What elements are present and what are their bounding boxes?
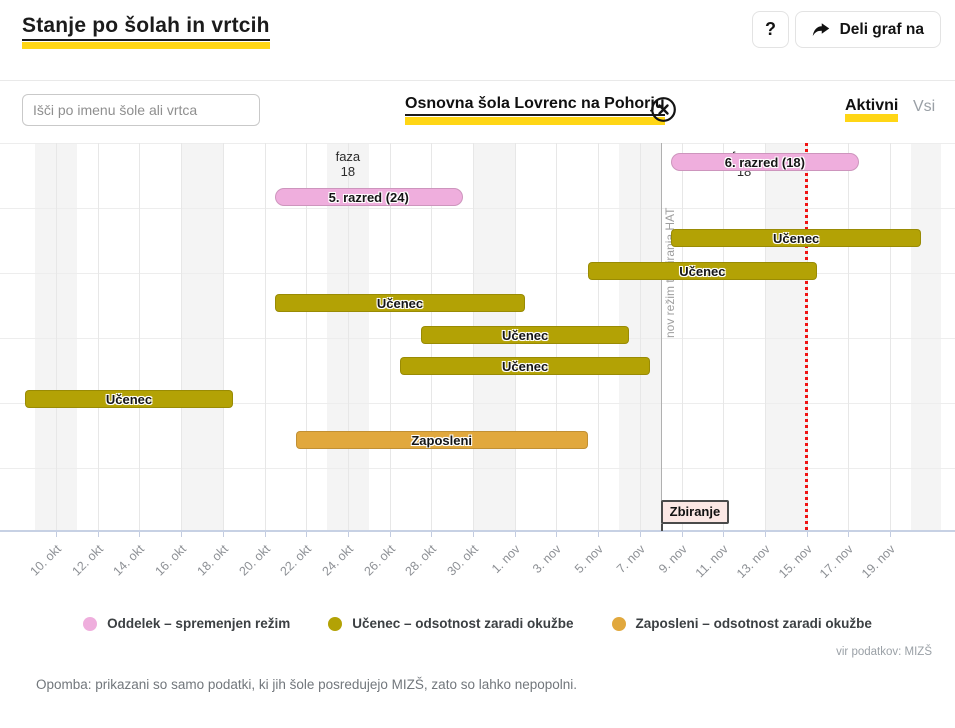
flag-zbiranje: Zbiranje bbox=[660, 500, 730, 524]
v-gridline bbox=[306, 143, 308, 530]
weekend-band bbox=[910, 143, 941, 530]
selected-school-underline bbox=[405, 117, 665, 125]
axis-tick bbox=[181, 531, 183, 537]
search-input[interactable] bbox=[22, 94, 260, 126]
axis-tick bbox=[723, 531, 725, 537]
share-icon bbox=[812, 22, 830, 38]
share-button-label: Deli graf na bbox=[839, 20, 924, 38]
gantt-bar[interactable]: Učenec bbox=[24, 390, 234, 408]
weekend-band bbox=[181, 143, 223, 530]
selected-school-chip: Osnovna šola Lovrenc na Pohorju bbox=[405, 95, 665, 125]
tab-aktivni-label: Aktivni bbox=[845, 97, 899, 114]
gantt-bar[interactable]: Zaposleni bbox=[295, 431, 588, 449]
remove-school-button[interactable] bbox=[650, 96, 677, 123]
flag-pole bbox=[660, 524, 663, 531]
axis-tick bbox=[890, 531, 891, 537]
axis-tick bbox=[264, 531, 266, 537]
share-button[interactable]: Deli graf na bbox=[794, 11, 941, 48]
page-title: Stanje po šolah in vrtcih bbox=[22, 14, 270, 41]
close-icon bbox=[650, 96, 677, 123]
v-gridline bbox=[723, 143, 725, 530]
tab-aktivni-underline bbox=[845, 114, 899, 122]
legend-item-ucenec[interactable]: Učenec – odsotnost zaradi okužbe bbox=[328, 616, 574, 631]
v-gridline bbox=[639, 143, 641, 530]
gantt-bar[interactable]: 5. razred (24) bbox=[274, 188, 463, 206]
selected-school-label: Osnovna šola Lovrenc na Pohorju bbox=[405, 95, 665, 116]
gantt-bar[interactable]: Učenec bbox=[274, 294, 526, 312]
header-divider bbox=[0, 80, 955, 81]
axis-tick bbox=[681, 531, 683, 537]
legend-dot-zaposleni-icon bbox=[611, 616, 626, 631]
h-gridline bbox=[0, 468, 955, 469]
data-source: vir podatkov: MIZŠ bbox=[836, 646, 932, 658]
axis-tick bbox=[556, 531, 558, 537]
v-gridline bbox=[97, 143, 99, 530]
h-gridline bbox=[0, 208, 955, 209]
axis-tick bbox=[514, 531, 516, 537]
milestone-line bbox=[660, 143, 663, 530]
v-gridline bbox=[139, 143, 141, 530]
chart-legend: Oddelek – spremenjen režim Učenec – odso… bbox=[0, 616, 955, 631]
v-gridline bbox=[389, 143, 391, 530]
axis-tick bbox=[764, 531, 766, 537]
weekend-band bbox=[764, 143, 807, 530]
axis-tick bbox=[639, 531, 641, 537]
tab-aktivni[interactable]: Aktivni bbox=[845, 97, 899, 122]
v-gridline bbox=[347, 143, 349, 530]
gantt-bar[interactable]: 6. razred (18) bbox=[671, 153, 859, 171]
axis-tick bbox=[473, 531, 474, 537]
weekend-band bbox=[35, 143, 77, 530]
v-gridline bbox=[848, 143, 850, 530]
legend-item-oddelek[interactable]: Oddelek – spremenjen režim bbox=[83, 616, 290, 631]
axis-tick bbox=[806, 531, 808, 537]
legend-label-ucenec: Učenec – odsotnost zaradi okužbe bbox=[352, 616, 574, 631]
axis-tick bbox=[598, 531, 600, 537]
axis-tick bbox=[139, 531, 141, 537]
gantt-bar[interactable]: Učenec bbox=[671, 229, 922, 247]
footnote: Opomba: prikazani so samo podatki, ki ji… bbox=[36, 677, 578, 692]
v-gridline bbox=[681, 143, 683, 530]
h-gridline bbox=[0, 143, 955, 144]
gantt-bar[interactable]: Učenec bbox=[420, 326, 630, 344]
help-button[interactable]: ? bbox=[752, 11, 789, 48]
x-axis-line bbox=[0, 530, 955, 532]
axis-tick bbox=[222, 531, 224, 537]
v-gridline bbox=[222, 143, 224, 530]
h-gridline bbox=[0, 273, 955, 274]
legend-dot-oddelek-icon bbox=[83, 616, 98, 631]
gantt-chart: 10. okt 12. okt 14. okt 16. okt 18. okt 20. o… bbox=[0, 143, 955, 603]
legend-item-zaposleni[interactable]: Zaposleni – odsotnost zaradi okužbe bbox=[611, 616, 872, 631]
gantt-bar[interactable]: Učenec bbox=[400, 357, 651, 375]
marker-line bbox=[805, 143, 809, 530]
legend-label-oddelek: Oddelek – spremenjen režim bbox=[107, 616, 291, 631]
axis-tick bbox=[97, 531, 99, 537]
v-gridline bbox=[56, 143, 57, 530]
axis-tick bbox=[56, 531, 57, 537]
h-gridline bbox=[0, 403, 955, 404]
title-underline bbox=[22, 42, 270, 49]
tab-vsi[interactable]: Vsi bbox=[913, 98, 936, 115]
axis-tick bbox=[848, 531, 850, 537]
legend-dot-ucenec-icon bbox=[328, 616, 343, 631]
v-gridline bbox=[890, 143, 891, 530]
page-title-block: Stanje po šolah in vrtcih bbox=[22, 14, 270, 49]
axis-tick bbox=[431, 531, 433, 537]
gantt-bar[interactable]: Učenec bbox=[587, 262, 818, 280]
axis-tick bbox=[347, 531, 349, 537]
v-gridline bbox=[181, 143, 183, 530]
axis-tick bbox=[306, 531, 308, 537]
legend-label-zaposleni: Zaposleni – odsotnost zaradi okužbe bbox=[635, 616, 872, 631]
v-gridline bbox=[764, 143, 766, 530]
axis-tick bbox=[389, 531, 391, 537]
v-gridline bbox=[264, 143, 266, 530]
